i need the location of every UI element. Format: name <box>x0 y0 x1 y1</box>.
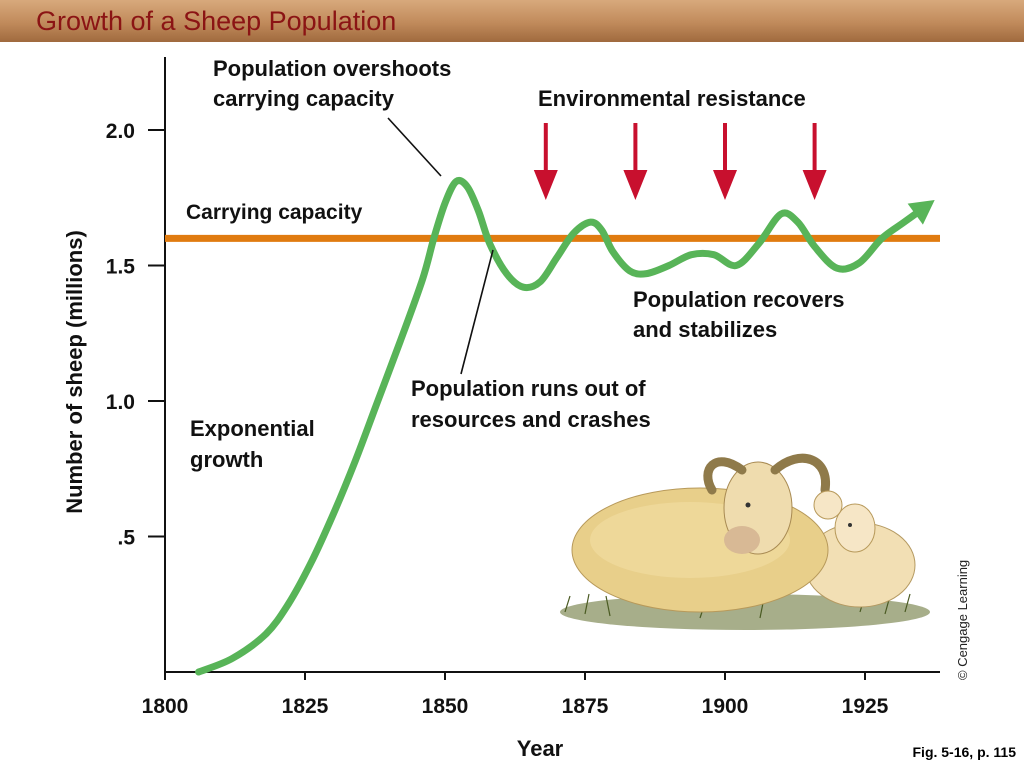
population-arrowhead <box>907 200 935 225</box>
x-tick-label-1825: 1825 <box>282 695 329 718</box>
x-tick-label-1900: 1900 <box>702 695 749 718</box>
x-axis-title: Year <box>517 736 564 761</box>
annotation-crashes-line-2: resources and crashes <box>411 407 651 432</box>
copyright-text: © Cengage Learning <box>955 560 970 680</box>
title-bar: Growth of a Sheep Population <box>0 0 1024 42</box>
annotation-recovers: Population recovers and stabilizes <box>633 287 845 342</box>
sheep-illustration <box>560 453 930 630</box>
annotation-recovers-line-2: and stabilizes <box>633 317 777 342</box>
y-tick-label-.5: .5 <box>117 527 135 550</box>
resistance-arrow-head-4 <box>802 170 827 200</box>
annotation-overshoot-line-2: carrying capacity <box>213 86 395 111</box>
annotation-exponential-line-2: growth <box>190 447 263 472</box>
y-tick-label-1.5: 1.5 <box>106 256 136 279</box>
population-curve <box>195 177 931 676</box>
y-axis-title: Number of sheep (millions) <box>62 230 87 514</box>
annotation-overshoot: Population overshoots carrying capacity <box>213 56 451 111</box>
capacity-label: Carrying capacity <box>186 201 363 224</box>
crash-leader-line <box>460 249 494 375</box>
chart-title: Growth of a Sheep Population <box>36 6 397 36</box>
x-tick-label-1925: 1925 <box>842 695 889 718</box>
x-tick-label-1850: 1850 <box>422 695 469 718</box>
annotation-recovers-line-1: Population recovers <box>633 287 845 312</box>
overshoot-leader-line <box>387 117 442 177</box>
y-tick-label-1.0: 1.0 <box>106 391 135 414</box>
annotation-exponential-line-1: Exponential <box>190 416 315 441</box>
annotation-resistance-line-1: Environmental resistance <box>538 86 806 111</box>
resistance-arrow-head-1 <box>533 170 558 200</box>
annotation-overshoot-line-1: Population overshoots <box>213 56 451 81</box>
annotation-exponential: Exponential growth <box>190 416 315 472</box>
resistance-arrow-head-3 <box>713 170 737 200</box>
annotation-crashes-line-1: Population runs out of <box>411 376 646 401</box>
y-tick-label-2.0: 2.0 <box>106 120 135 143</box>
figure-reference: Fig. 5-16, p. 115 <box>912 744 1017 760</box>
annotation-resistance: Environmental resistance <box>538 86 806 111</box>
x-tick-label-1800: 1800 <box>142 695 189 718</box>
x-tick-label-1875: 1875 <box>562 695 609 718</box>
resistance-arrow-head-2 <box>623 170 648 200</box>
annotation-crashes: Population runs out of resources and cras… <box>411 376 651 432</box>
